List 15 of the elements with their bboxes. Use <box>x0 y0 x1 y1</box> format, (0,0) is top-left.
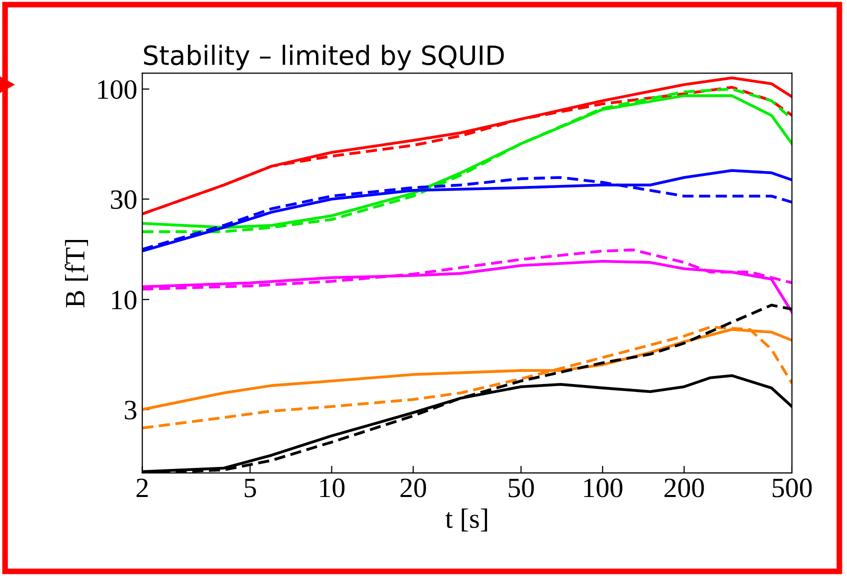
x-tick-label: 20 <box>400 478 426 498</box>
y-axis-title: B [fT] <box>64 240 88 308</box>
x-axis-title: t [s] <box>445 508 488 532</box>
x-tick-label: 2 <box>136 478 148 498</box>
y-tick-label: 100 <box>98 80 136 99</box>
y-tick-label: 10 <box>112 290 136 310</box>
x-tick-label: 10 <box>320 478 344 498</box>
x-tick-label: 200 <box>664 478 704 498</box>
x-tick-label: 500 <box>772 478 812 498</box>
x-tick-label: 50 <box>508 478 534 498</box>
y-tick-label: 3 <box>124 400 136 420</box>
y-tick-label: 30 <box>110 190 136 210</box>
chart-title: Stability – limited by SQUID <box>144 44 504 70</box>
x-tick-label: 5 <box>244 478 256 498</box>
x-tick-label: 100 <box>584 478 622 498</box>
